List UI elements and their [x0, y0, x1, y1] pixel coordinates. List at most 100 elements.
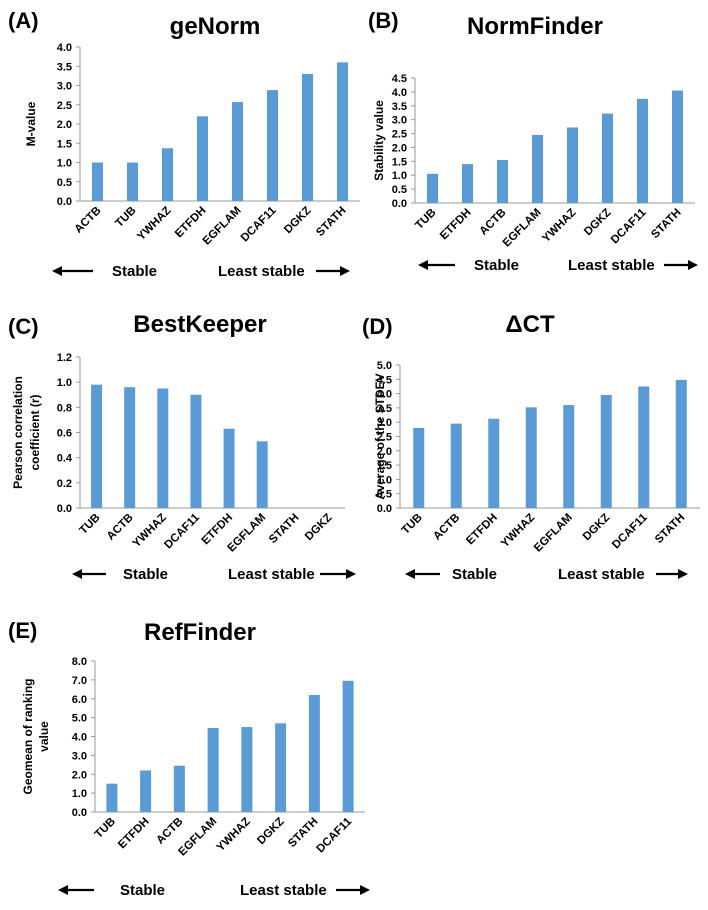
category-label: DCAF11: [609, 206, 649, 246]
chart-title: RefFinder: [144, 619, 256, 646]
category-label: STATH: [649, 207, 683, 241]
y-tick-label: 0.0: [57, 196, 72, 208]
bar-dgkz: [600, 395, 612, 508]
category-label: DCAF11: [315, 815, 355, 855]
bar-dgkz: [602, 113, 613, 203]
category-label: ACTB: [73, 205, 104, 236]
category-label: YWHAZ: [540, 207, 578, 245]
least-stable-label: Least stable: [228, 566, 315, 583]
y-axis-label: Stability value: [372, 100, 386, 181]
left-arrow-icon: [72, 569, 82, 579]
left-arrow-icon: [418, 260, 428, 270]
category-label: EGFLAM: [201, 205, 244, 248]
y-tick-label: 4.0: [392, 87, 407, 99]
y-tick-label: 1.5: [377, 460, 392, 472]
y-tick-label: 5.0: [72, 713, 87, 725]
category-label: STATH: [653, 512, 687, 546]
bar-tub: [427, 173, 438, 203]
bar-ywhaz: [567, 127, 578, 203]
bar-actb: [450, 423, 462, 508]
least-stable-label: Least stable: [240, 882, 327, 899]
y-tick-label: 5.0: [377, 360, 392, 372]
category-label: YWHAZ: [499, 512, 537, 550]
y-tick-label: 1.5: [57, 138, 72, 150]
bar-ywhaz: [241, 727, 253, 812]
chart-title: BestKeeper: [133, 311, 266, 338]
right-arrow-icon: [688, 260, 698, 270]
stable-label: Stable: [112, 263, 157, 280]
right-arrow-icon: [360, 885, 370, 895]
category-label: TUB: [113, 205, 138, 230]
category-label: DGKZ: [255, 816, 287, 848]
y-tick-label: 0.5: [392, 184, 407, 196]
y-tick-label: 1.0: [392, 170, 407, 182]
bar-ywhaz: [157, 388, 169, 508]
y-tick-label: 2.0: [377, 446, 392, 458]
category-label: DGKZ: [282, 205, 314, 237]
panel-label: (D): [362, 314, 393, 339]
chart-title: NormFinder: [467, 13, 603, 40]
chart-panel-e: (E) RefFinder Geomean of ranking value 0.0 1.…: [8, 618, 370, 899]
stable-label: Stable: [474, 257, 519, 274]
chart-panel-b: (B) NormFinder Stability value 0.0 0.5 1.0 1.5…: [368, 8, 698, 274]
y-tick-label: 3.5: [392, 101, 407, 113]
panel-label: (B): [368, 8, 399, 33]
bar-ywhaz: [525, 407, 537, 508]
y-tick-label: 2.5: [377, 432, 392, 444]
category-label: DCAF11: [610, 511, 650, 551]
category-label: TUB: [400, 512, 425, 537]
y-tick-label: 0.2: [57, 478, 72, 490]
right-arrow-icon: [678, 569, 688, 579]
category-label: ACTB: [154, 816, 185, 847]
y-tick-label: 0.5: [377, 489, 392, 501]
panel-label: (C): [8, 314, 39, 339]
bar-dgkz: [275, 723, 287, 812]
y-tick-label: 4.0: [57, 42, 72, 54]
y-tick-label: 1.0: [72, 788, 87, 800]
bar-egflam: [532, 134, 543, 203]
bar-actb: [173, 765, 185, 812]
stable-label: Stable: [123, 566, 168, 583]
y-tick-label: 4.0: [377, 389, 392, 401]
bar-dcaf11: [638, 386, 650, 508]
y-tick-label: 1.0: [377, 474, 392, 486]
bar-tub: [413, 427, 425, 508]
bar-dcaf11: [342, 680, 354, 812]
y-tick-label: 2.5: [392, 129, 407, 141]
y-tick-label: 4.5: [392, 73, 407, 85]
category-label: TUB: [413, 207, 438, 232]
least-stable-label: Least stable: [218, 263, 305, 280]
category-label: ETFDH: [173, 205, 209, 241]
y-tick-label: 2.0: [57, 119, 72, 131]
y-axis-label: M-value: [24, 101, 38, 146]
bar-dcaf11: [267, 90, 278, 201]
bar-egflam: [256, 441, 268, 508]
category-label: ACTB: [105, 512, 136, 543]
y-tick-label: 1.0: [57, 158, 72, 170]
y-tick-label: 1.5: [392, 156, 407, 168]
y-tick-label: 8.0: [72, 656, 87, 668]
bar-egflam: [563, 405, 575, 508]
y-tick-label: 1.0: [57, 377, 72, 389]
chart-panel-c: (C) BestKeeper Pearson correlation coeffici…: [8, 311, 356, 583]
bar-stath: [675, 379, 687, 508]
category-label: ETFDH: [116, 816, 152, 852]
y-tick-label: 0.8: [57, 402, 72, 414]
category-label: STATH: [314, 205, 348, 239]
bar-etfdh: [140, 770, 152, 812]
y-axis-label: Pearson correlation: [11, 376, 25, 489]
category-label: DGKZ: [303, 512, 335, 544]
y-tick-label: 7.0: [72, 675, 87, 687]
left-arrow-icon: [58, 885, 68, 895]
y-axis-label: coefficient (r): [28, 394, 42, 470]
category-label: TUB: [93, 816, 118, 841]
chart-title: geNorm: [170, 13, 261, 40]
category-label: DGKZ: [581, 512, 613, 544]
y-tick-label: 3.5: [57, 61, 72, 73]
category-label: TUB: [77, 512, 102, 537]
y-tick-label: 0.4: [57, 453, 73, 465]
least-stable-label: Least stable: [558, 566, 645, 583]
category-label: ACTB: [478, 207, 509, 238]
left-arrow-icon: [52, 266, 62, 276]
